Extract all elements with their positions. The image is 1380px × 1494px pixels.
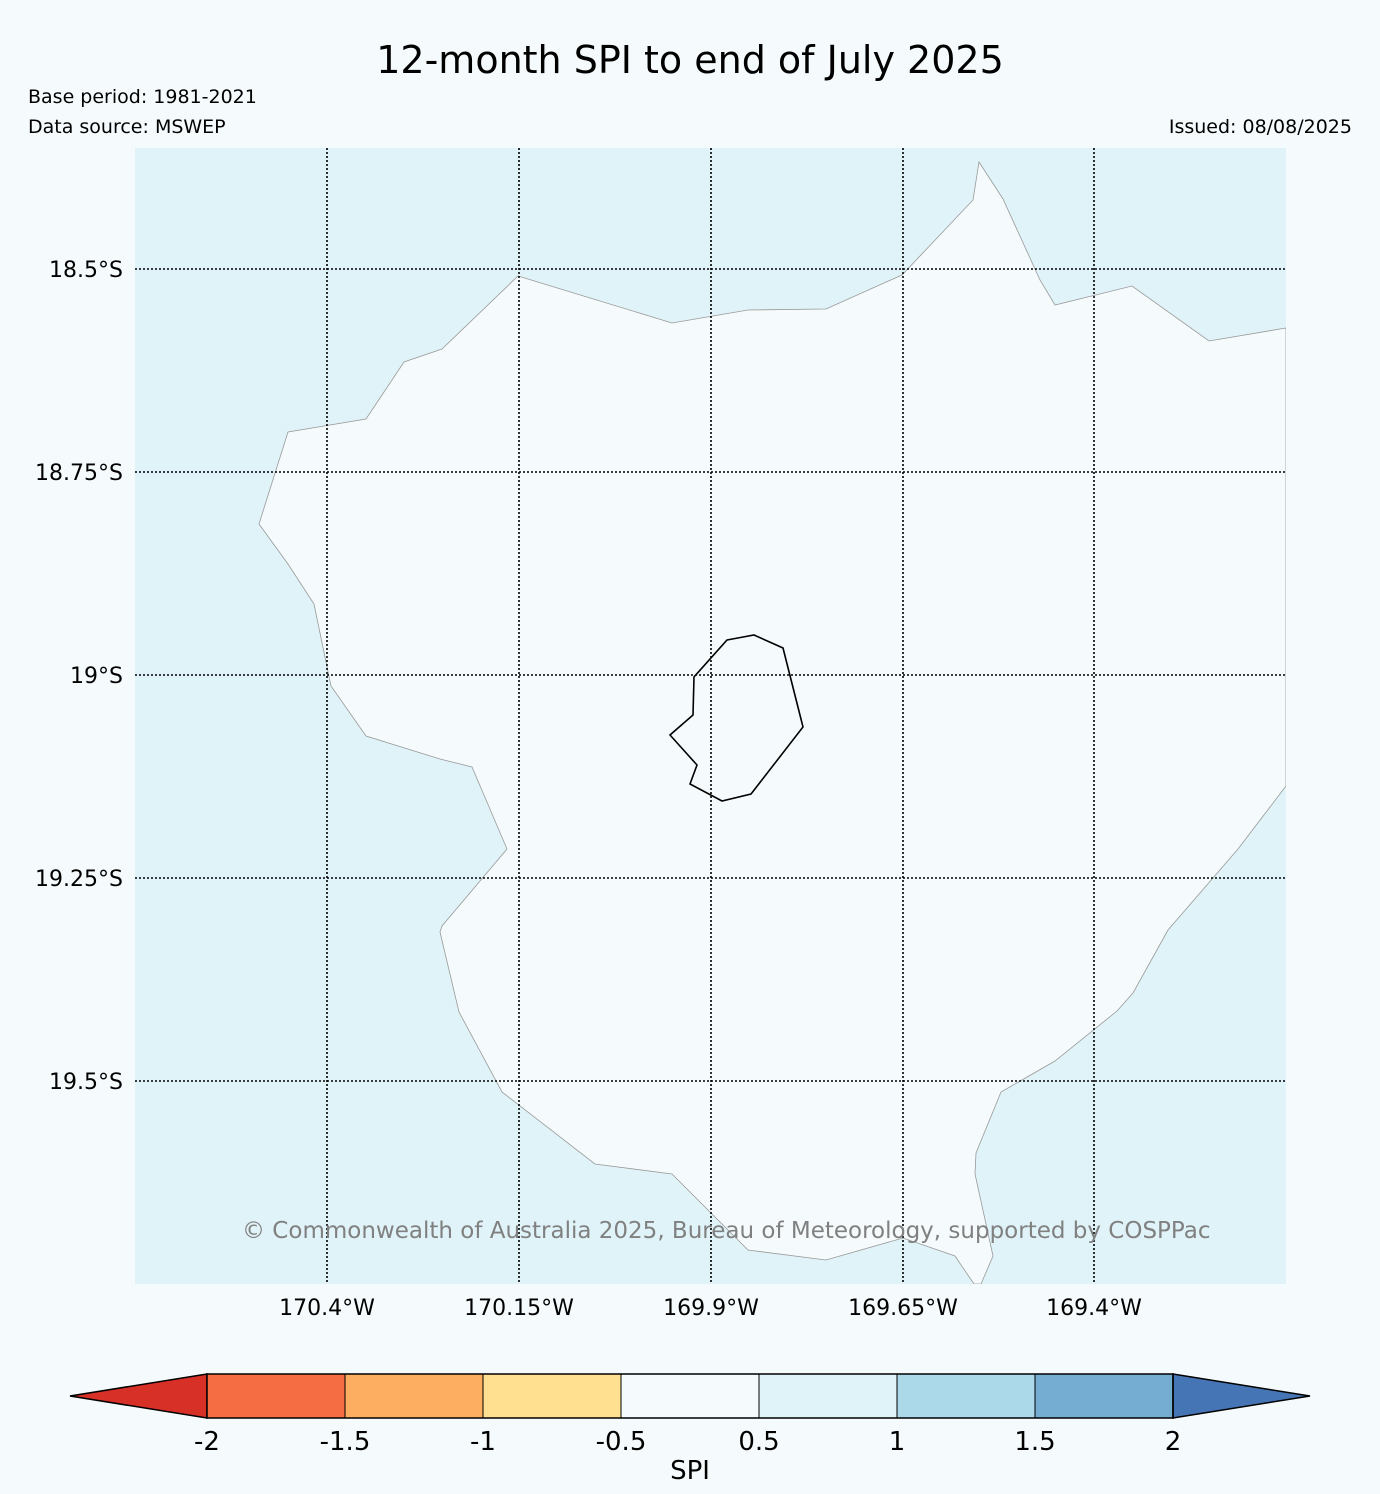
colorbar-extend-high xyxy=(1172,1373,1311,1419)
lon-label-170-15: 170.15°W xyxy=(464,1296,574,1321)
lon-label-169-9: 169.9°W xyxy=(663,1296,759,1321)
lat-label-18-75: 18.75°S xyxy=(35,461,123,486)
colorbar-segment xyxy=(896,1373,1036,1419)
colorbar-tick: -1.5 xyxy=(320,1427,371,1457)
colorbar-tick: 0.5 xyxy=(738,1427,779,1457)
colorbar-segment xyxy=(206,1373,346,1419)
copyright-credit: © Commonwealth of Australia 2025, Bureau… xyxy=(242,1218,1211,1244)
lon-label-170-4: 170.4°W xyxy=(279,1296,375,1321)
colorbar-segment xyxy=(344,1373,484,1419)
lat-label-18-5: 18.5°S xyxy=(49,258,123,283)
land-mask-area xyxy=(258,160,1286,1284)
colorbar-segment xyxy=(620,1373,760,1419)
colorbar-tick: 1.5 xyxy=(1014,1427,1055,1457)
map-area xyxy=(135,148,1286,1284)
graticule xyxy=(135,148,1286,1284)
data-source-text: Data source: MSWEP xyxy=(28,116,226,138)
map-title: 12-month SPI to end of July 2025 xyxy=(376,38,1004,82)
colorbar-tick: 1 xyxy=(889,1427,906,1457)
lat-label-19: 19°S xyxy=(70,664,123,689)
colorbar-segment xyxy=(1034,1373,1174,1419)
base-period-text: Base period: 1981-2021 xyxy=(28,86,257,108)
niue-island-outline xyxy=(668,634,804,802)
lat-label-19-5: 19.5°S xyxy=(49,1070,123,1095)
lon-label-169-4: 169.4°W xyxy=(1046,1296,1142,1321)
colorbar-label: SPI xyxy=(670,1456,710,1486)
colorbar-tick: -1 xyxy=(470,1427,496,1457)
issued-date-text: Issued: 08/08/2025 xyxy=(1168,116,1352,138)
lon-label-169-65: 169.65°W xyxy=(848,1296,958,1321)
colorbar-extend-low xyxy=(69,1373,208,1419)
colorbar-segment xyxy=(482,1373,622,1419)
colorbar-tick: -0.5 xyxy=(596,1427,647,1457)
lat-label-19-25: 19.25°S xyxy=(35,867,123,892)
spi-colorbar: -2 -1.5 -1 -0.5 0.5 1 1.5 2 xyxy=(69,1373,1311,1457)
colorbar-segment xyxy=(758,1373,898,1419)
colorbar-tick: -2 xyxy=(194,1427,220,1457)
colorbar-tick: 2 xyxy=(1165,1427,1182,1457)
